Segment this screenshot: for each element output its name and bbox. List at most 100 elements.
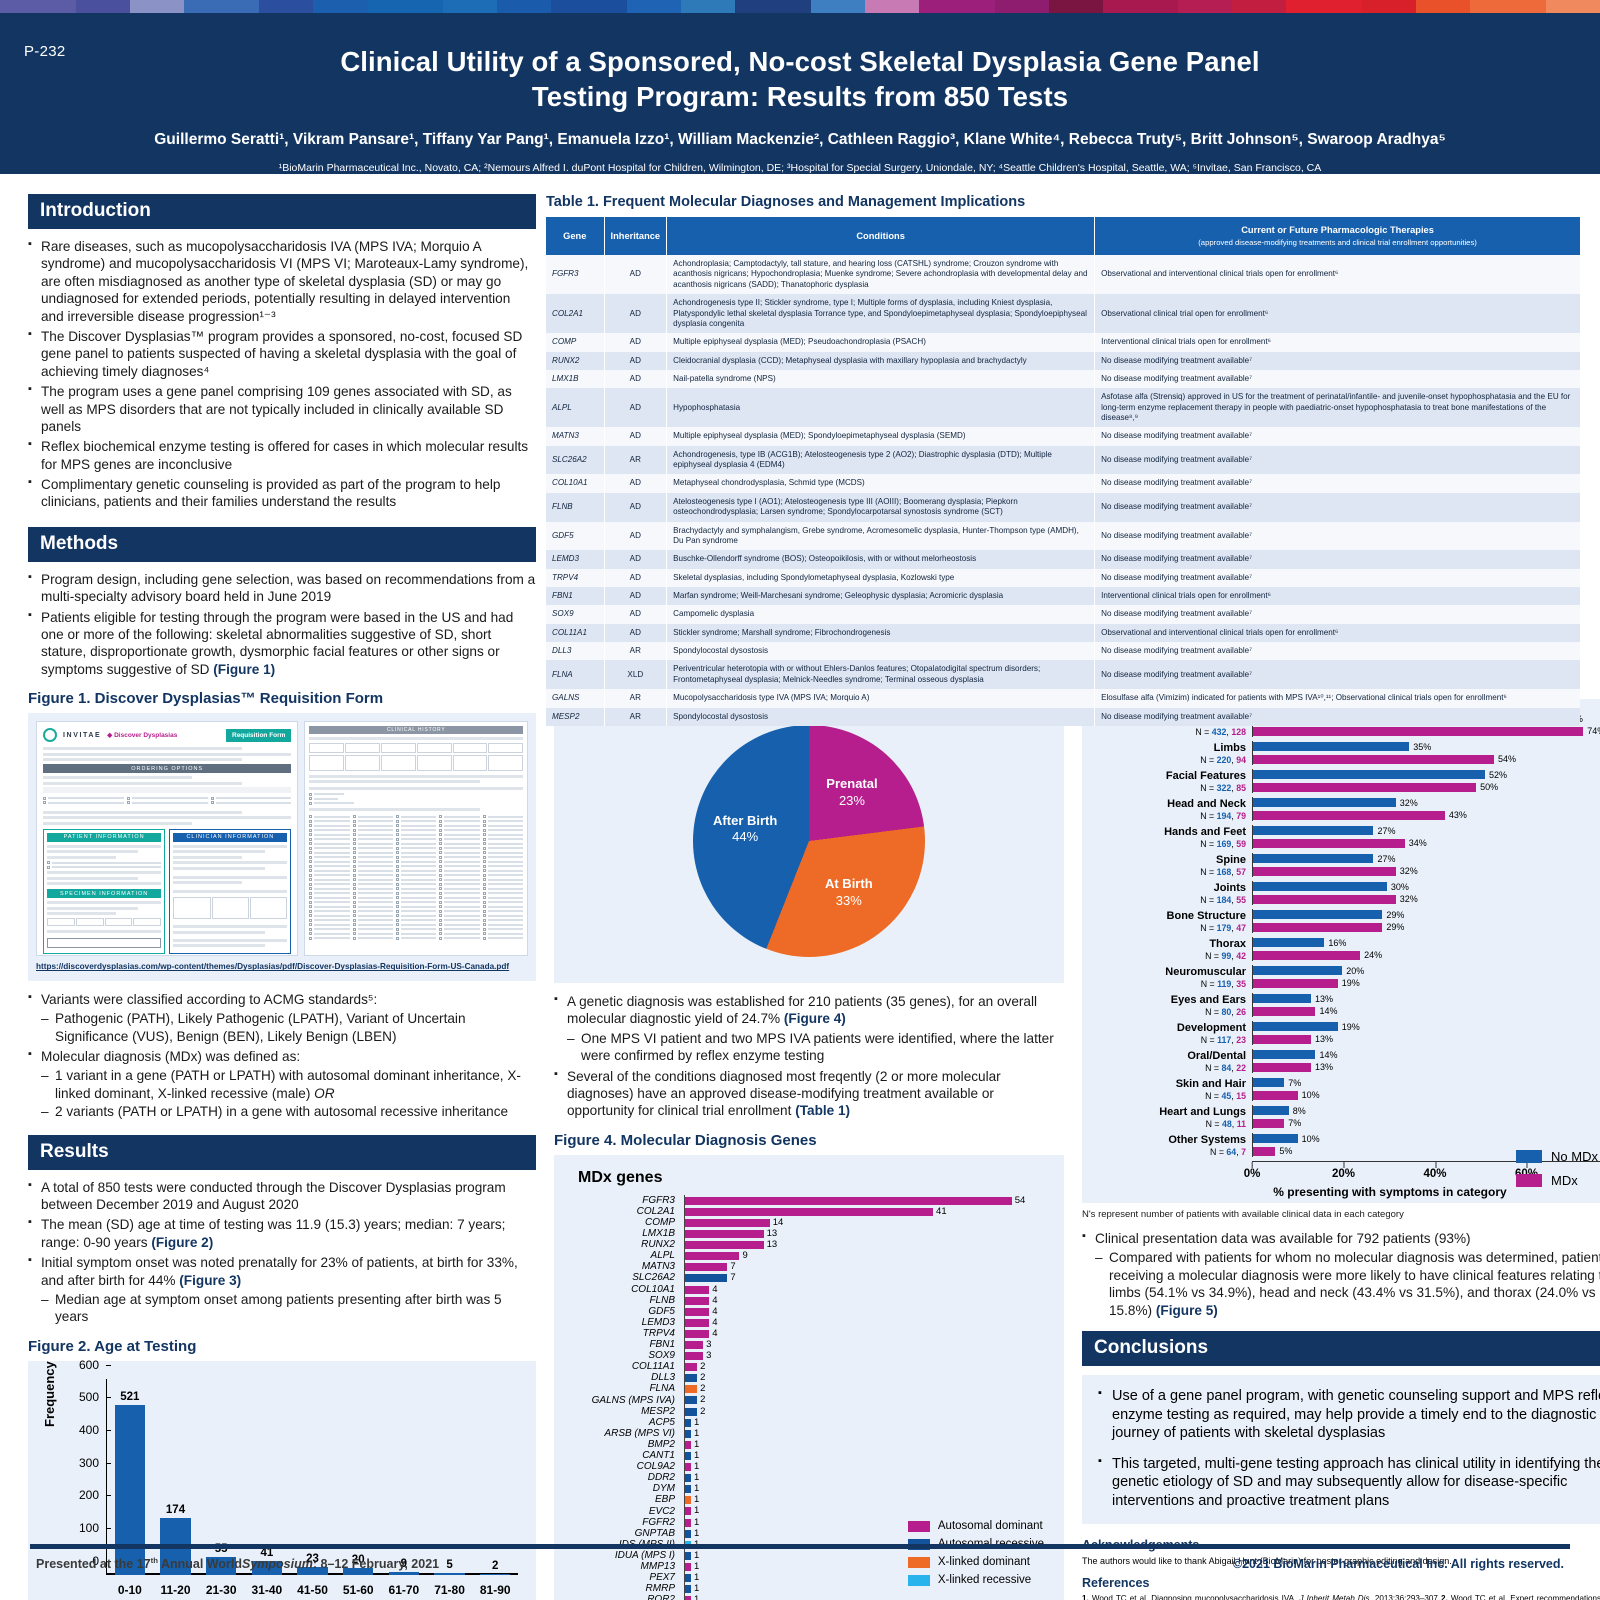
pie-label-prenatal: Prenatal 23% [826, 776, 878, 808]
bar-value-label: 9 [400, 1557, 408, 1570]
table1-cell-therapies: Observational and interventional clinica… [1101, 627, 1339, 637]
color-strip-segment [1286, 0, 1363, 13]
bar-line: 29% [1253, 909, 1600, 920]
bar-value-label: 4 [712, 1316, 718, 1328]
bar-line: 13% [1253, 1034, 1600, 1045]
x-tick-label: 0-10 [117, 1582, 142, 1597]
requisition-checkbox-column [482, 814, 524, 942]
legend-swatch [1516, 1150, 1543, 1163]
bar-category-label: MMP13 [640, 1561, 675, 1573]
table1-cell-gene: SOX9 [546, 605, 605, 624]
bar-line: 35% [1253, 741, 1600, 752]
bar-track: 1 [684, 1594, 1048, 1600]
bar-value-label: 24% [1364, 950, 1383, 960]
table1-cell-therapies: Asfotase alfa (Strensiq) approved in US … [1101, 392, 1571, 423]
x-tick-label: 81-90 [479, 1582, 511, 1597]
bar-track: 4 [684, 1316, 1048, 1328]
bar-category-label: FBN1 [649, 1339, 675, 1351]
color-strip-segment [994, 0, 1049, 13]
color-strip-segment [626, 0, 682, 13]
bar-value-label: 27% [1377, 825, 1396, 836]
bar-category-label: RMRP [645, 1583, 675, 1595]
bar-category-label: Hands and Feet N = 169, 59 [1164, 826, 1246, 849]
bar [480, 1574, 511, 1575]
footer-rule [30, 1544, 1570, 1549]
bar [685, 1341, 704, 1349]
bar-row: GALNS (MPS IVA) 2 [592, 1394, 1048, 1406]
table1-cell-gene: GALNS [546, 689, 605, 708]
bar [1253, 910, 1383, 919]
pie-label-at-birth: At Birth 33% [824, 876, 873, 908]
table1-cell-therapies: No disease modifying treatment available… [1101, 355, 1253, 365]
bar-line: 50% [1253, 782, 1600, 793]
conclusions-panel: Use of a gene panel program, with geneti… [1082, 1374, 1600, 1525]
bar-value-label: 2 [700, 1372, 706, 1384]
bar-row: SLC26A2 7 [632, 1272, 1048, 1284]
bar-line: 5% [1253, 1146, 1600, 1157]
poster-footer: Presented at the 17th Annual WorldSympos… [0, 1544, 1600, 1600]
bar-track: 1 [684, 1472, 1048, 1484]
table1-cell-conditions: Periventricular heterotopia with or with… [666, 660, 1096, 690]
bullet-item: Program design, including gene selection… [28, 570, 536, 606]
bar-track: 35% 54% [1252, 741, 1600, 765]
results-mid-bullets: A genetic diagnosis was established for … [554, 992, 1064, 1120]
bar [1253, 1090, 1298, 1100]
sub-bullet-list: Pathogenic (PATH), Likely Pathogenic (LP… [41, 1010, 536, 1045]
table1-cell-inheritance: AD [604, 369, 668, 389]
sub-bullet-list: Median age at symptom onset among patien… [41, 1291, 536, 1326]
table1-cell-gene: TRPV4 [546, 568, 605, 587]
invitae-logo-icon [43, 728, 57, 743]
requisition-checkbox-column [352, 814, 394, 942]
bullet-item: A total of 850 tests were conducted thro… [28, 1178, 536, 1214]
bar-category-label: COL2A1 [636, 1205, 675, 1217]
bar [685, 1230, 764, 1239]
bar [685, 1263, 728, 1272]
bar [1253, 754, 1494, 764]
bar-category-label: PEX7 [649, 1572, 675, 1584]
bar-category-label: Oral/Dental N = 84, 22 [1187, 1050, 1246, 1073]
bar-track: 13 [684, 1239, 1048, 1251]
bar-value-label: 14% [1319, 1049, 1338, 1060]
bar-row: IDUA (MPS I) 1 [615, 1549, 1048, 1561]
bar-category-label: LMX1B [642, 1228, 675, 1240]
table1-header-row: Gene Inheritance Conditions Current or F… [546, 217, 1580, 256]
bar-category-label: CANT1 [642, 1450, 675, 1462]
bar-row: EVC2 1 [649, 1505, 1048, 1517]
bar [685, 1485, 692, 1494]
bar-category-label: Skin and Hair N = 45, 15 [1175, 1078, 1246, 1101]
table1-cell-therapies: No disease modifying treatment available… [1101, 711, 1253, 721]
bar [685, 1407, 698, 1416]
table-row: COL11A1 AD Stickler syndrome; Marshall syn… [546, 623, 1580, 643]
table1-col-inheritance: Inheritance [604, 217, 668, 256]
color-strip-segment [0, 0, 76, 13]
section-header-results: Results [28, 1134, 536, 1170]
bar-category-label: COMP [645, 1216, 675, 1228]
section-header-conclusions: Conclusions [1082, 1330, 1600, 1366]
table1-caption: Table 1. Frequent Molecular Diagnoses an… [546, 194, 1026, 210]
bar-track: 1 [684, 1516, 1048, 1528]
table1-cell-inheritance: AD [604, 333, 668, 352]
bar-track: 1 [684, 1494, 1048, 1506]
y-tick-label: 0 [92, 1554, 111, 1568]
section-header-introduction: Introduction [28, 194, 536, 229]
table1-cell-conditions: Atelosteogenesis type I (AO1); Atelosteo… [666, 492, 1096, 522]
requisition-form-url-link[interactable]: https://discoverdysplasias.com/wp-conten… [36, 962, 510, 972]
bar-group: Development N = 117, 23 19% 13% [1177, 1021, 1600, 1045]
poster-body: Introduction Rare diseases, such as muco… [0, 174, 1600, 1600]
pie-label-after-birth: After Birth 44% [713, 812, 778, 844]
bar-category-label: DYM [652, 1483, 675, 1495]
table1-cell-conditions: Marfan syndrome; Weill-Marchesani syndro… [666, 586, 1096, 606]
bar-group: Bone Structure N = 179, 47 29% 29% [1167, 909, 1600, 933]
bar-category-label: ROR2 [647, 1594, 675, 1600]
bar [685, 1318, 710, 1327]
bar-track: 1 [684, 1427, 1048, 1439]
legend-label: X-linked recessive [937, 1574, 1032, 1587]
table-row: LEMD3 AD Buschke-Ollendorff syndrome (BOS)… [546, 550, 1580, 569]
y-tick-label: 600 [79, 1358, 112, 1372]
patient-information-panel: PATIENT INFORMATION SPECIMEN INFORMATION [43, 828, 166, 954]
bar-value-label: 41 [260, 1547, 274, 1560]
color-strip-segment [313, 0, 368, 13]
bar-category-label: Limbs N = 220, 94 [1200, 742, 1246, 765]
bar-row: FLNB 4 [649, 1294, 1048, 1306]
